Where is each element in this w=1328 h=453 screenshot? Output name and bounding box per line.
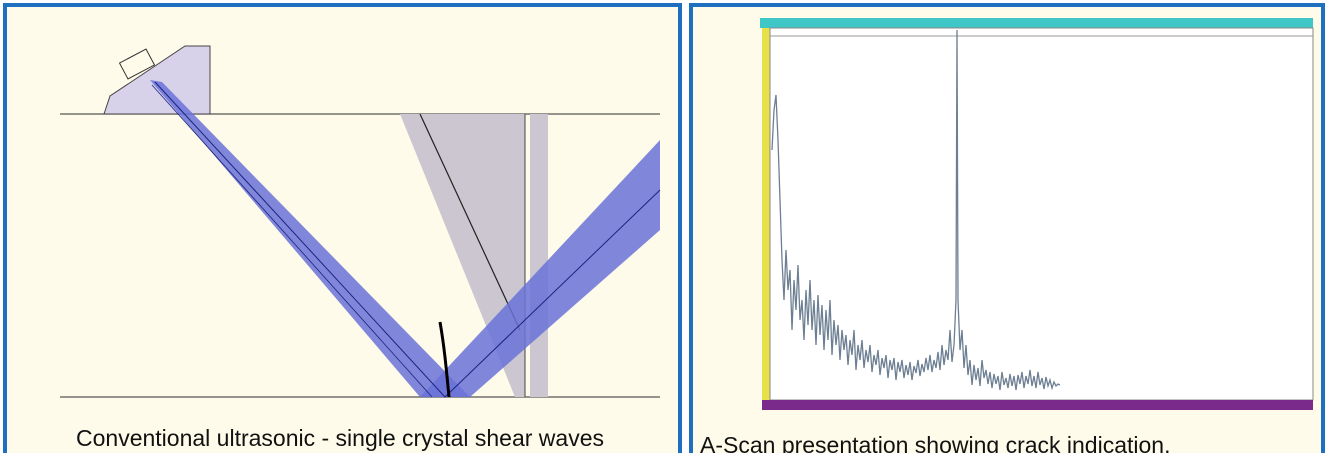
shadow-strip [530,114,548,397]
title-bar [760,18,1313,28]
figure: Conventional ultrasonic - single crystal… [0,0,1328,453]
right-panel: A-Scan presentation showing crack indica… [691,5,1323,453]
page: Conventional ultrasonic - single crystal… [0,0,1328,453]
left-panel: Conventional ultrasonic - single crystal… [5,5,680,453]
amplitude-bar [762,28,770,410]
caption: Conventional ultrasonic - single crystal… [76,425,604,451]
caption: A-Scan presentation showing crack indica… [700,432,1170,453]
scan-area [770,28,1313,400]
time-bar [762,400,1313,410]
